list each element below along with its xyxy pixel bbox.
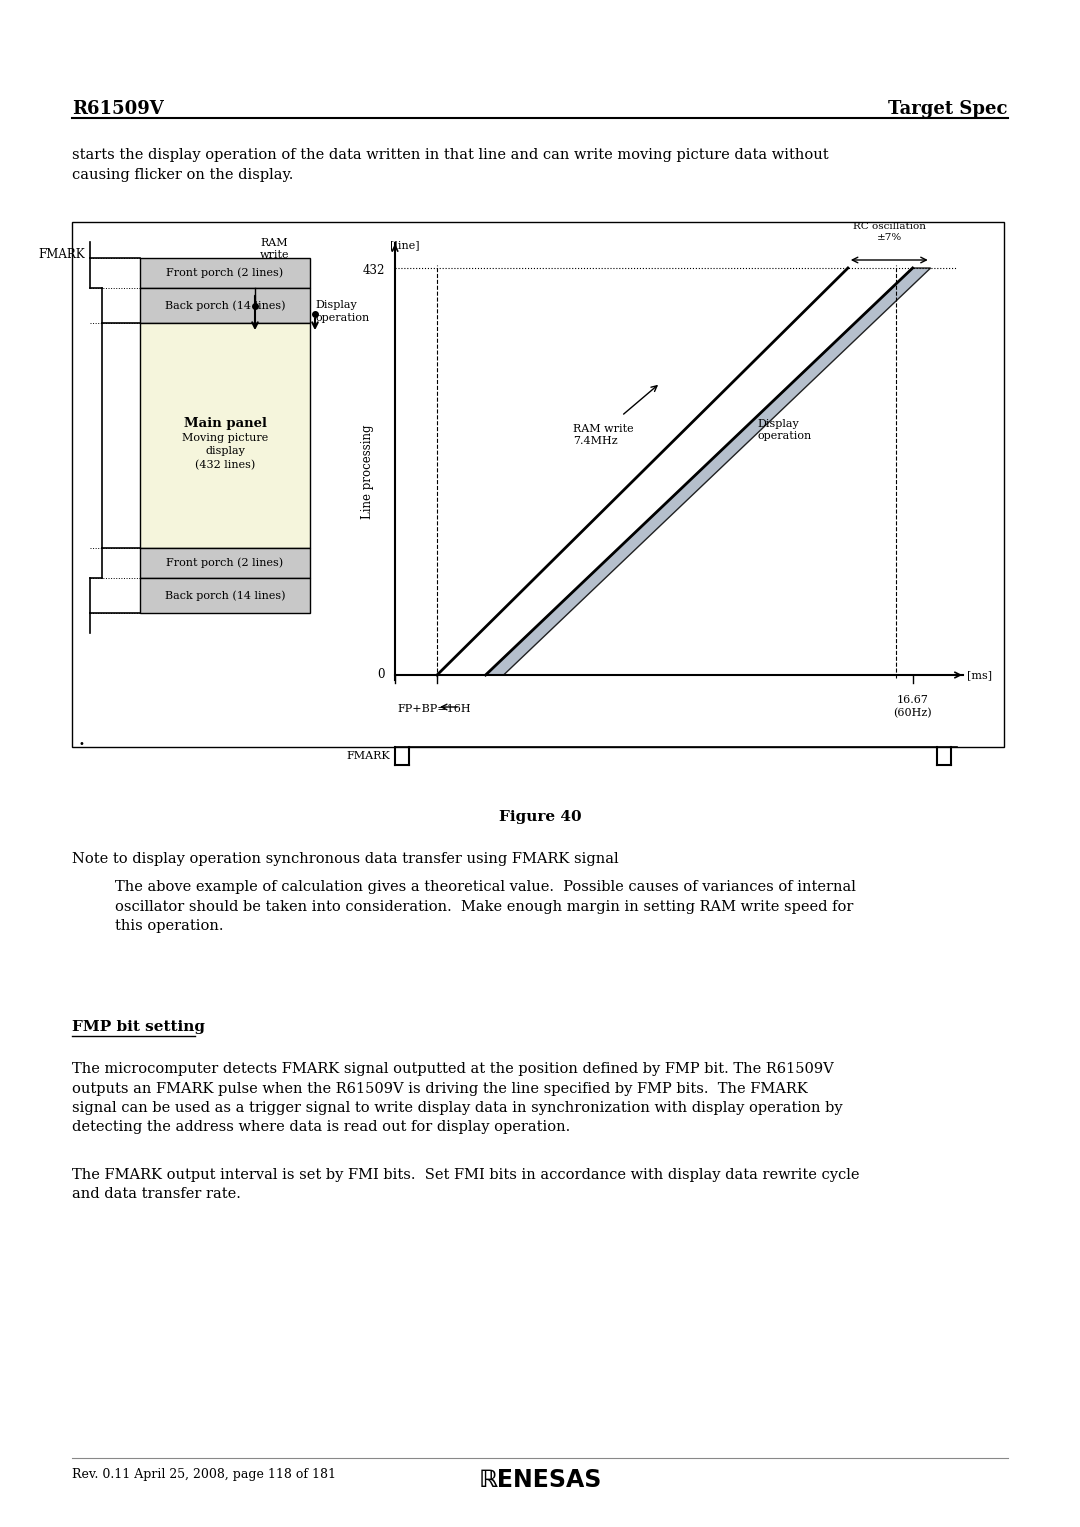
- Text: RAM
write: RAM write: [260, 238, 289, 261]
- Bar: [140, 548, 310, 579]
- Text: Note to display operation synchronous data transfer using FMARK signal: Note to display operation synchronous da…: [72, 852, 619, 866]
- Text: starts the display operation of the data written in that line and can write movi: starts the display operation of the data…: [72, 148, 828, 182]
- Text: The microcomputer detects FMARK signal outputted at the position defined by FMP : The microcomputer detects FMARK signal o…: [72, 1061, 842, 1135]
- Text: [line]: [line]: [390, 240, 420, 250]
- Text: 432: 432: [363, 264, 384, 276]
- Bar: [140, 324, 310, 548]
- Bar: [72, 221, 1004, 747]
- Text: Main panel: Main panel: [184, 417, 267, 431]
- Text: R61509V: R61509V: [72, 99, 164, 118]
- Text: Back porch (14 lines): Back porch (14 lines): [165, 301, 285, 312]
- Text: 16.67
(60Hz): 16.67 (60Hz): [893, 695, 932, 718]
- Polygon shape: [486, 269, 931, 675]
- Text: •: •: [78, 739, 84, 750]
- Text: RAM write
7.4MHz: RAM write 7.4MHz: [573, 423, 634, 446]
- Text: Moving picture
display
(432 lines): Moving picture display (432 lines): [181, 434, 268, 470]
- Text: ℝENESAS: ℝENESAS: [478, 1467, 602, 1492]
- Text: Figure 40: Figure 40: [499, 809, 581, 825]
- Text: FMARK: FMARK: [39, 247, 85, 261]
- Text: Line processing: Line processing: [361, 425, 374, 519]
- Bar: [140, 579, 310, 612]
- Text: [ms]: [ms]: [967, 670, 993, 680]
- Text: Display
operation: Display operation: [315, 301, 369, 322]
- Text: Front porch (2 lines): Front porch (2 lines): [166, 557, 284, 568]
- Text: The FMARK output interval is set by FMI bits.  Set FMI bits in accordance with d: The FMARK output interval is set by FMI …: [72, 1168, 860, 1202]
- Text: Rev. 0.11 April 25, 2008, page 118 of 181: Rev. 0.11 April 25, 2008, page 118 of 18…: [72, 1467, 336, 1481]
- Text: Front porch (2 lines): Front porch (2 lines): [166, 267, 284, 278]
- Text: 0: 0: [378, 669, 384, 681]
- Text: Target Spec: Target Spec: [889, 99, 1008, 118]
- Bar: [140, 289, 310, 324]
- Text: Display
operation: Display operation: [757, 418, 811, 441]
- Text: The above example of calculation gives a theoretical value.  Possible causes of : The above example of calculation gives a…: [114, 880, 855, 933]
- Text: FP+BP=16H: FP+BP=16H: [397, 704, 471, 715]
- Text: RC oscillation
±7%: RC oscillation ±7%: [853, 221, 926, 241]
- Bar: [140, 258, 310, 289]
- Text: Back porch (14 lines): Back porch (14 lines): [165, 591, 285, 600]
- Text: FMP bit setting: FMP bit setting: [72, 1020, 205, 1034]
- Text: FMARK: FMARK: [347, 751, 390, 760]
